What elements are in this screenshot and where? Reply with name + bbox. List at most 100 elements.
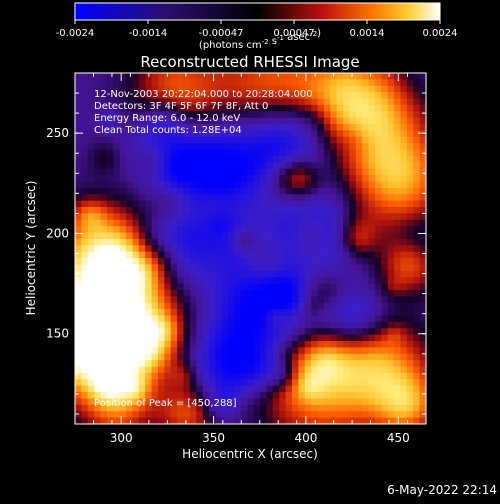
heatmap-cell bbox=[355, 417, 363, 424]
heatmap-cell bbox=[272, 73, 280, 80]
annotation-line: Detectors: 3F 4F 5F 6F 7F 8F, Att 0 bbox=[94, 101, 268, 112]
heatmap-cell bbox=[253, 238, 261, 246]
heatmap-cell bbox=[87, 398, 95, 406]
heatmap-cell bbox=[240, 98, 248, 106]
heatmap-cell bbox=[228, 404, 236, 412]
heatmap-cell bbox=[75, 385, 82, 393]
heatmap-cell bbox=[413, 238, 421, 246]
heatmap-cell bbox=[164, 226, 172, 234]
heatmap-cell bbox=[106, 309, 114, 317]
heatmap-cell bbox=[266, 245, 274, 253]
heatmap-cell bbox=[343, 155, 351, 163]
heatmap-cell bbox=[317, 226, 325, 234]
heatmap-cell bbox=[209, 366, 216, 374]
heatmap-cell bbox=[94, 309, 102, 317]
heatmap-cell bbox=[100, 353, 108, 361]
heatmap-cell bbox=[183, 219, 191, 227]
heatmap-cell bbox=[177, 328, 185, 336]
heatmap-cell bbox=[336, 309, 344, 317]
heatmap-cell bbox=[126, 117, 134, 125]
heatmap-cell bbox=[343, 353, 351, 361]
heatmap-cell bbox=[164, 130, 172, 138]
heatmap-cell bbox=[285, 315, 293, 323]
heatmap-cell bbox=[113, 404, 121, 412]
heatmap-cell bbox=[177, 98, 185, 106]
heatmap-cell bbox=[260, 404, 268, 412]
heatmap-cell bbox=[164, 207, 172, 214]
heatmap-cell bbox=[343, 117, 351, 125]
heatmap-cell bbox=[145, 136, 153, 144]
heatmap-cell bbox=[394, 194, 402, 202]
heatmap-cell bbox=[336, 187, 344, 195]
heatmap-cell bbox=[394, 277, 402, 285]
heatmap-cell bbox=[260, 124, 268, 132]
heatmap-cell bbox=[336, 181, 344, 189]
heatmap-cell bbox=[170, 264, 178, 272]
heatmap-cell bbox=[164, 149, 172, 157]
heatmap-cell bbox=[413, 92, 421, 100]
heatmap-cell bbox=[349, 296, 357, 304]
heatmap-cell bbox=[387, 347, 395, 355]
heatmap-cell bbox=[170, 392, 178, 400]
heatmap-cell bbox=[177, 283, 185, 291]
heatmap-cell bbox=[151, 258, 159, 266]
heatmap-cell bbox=[100, 226, 108, 234]
heatmap-cell bbox=[381, 334, 389, 342]
heatmap-cell bbox=[113, 232, 121, 240]
heatmap-cell bbox=[349, 398, 357, 406]
heatmap-cell bbox=[260, 181, 268, 189]
heatmap-cell bbox=[234, 283, 242, 291]
heatmap-cell bbox=[215, 111, 223, 119]
heatmap-cell bbox=[81, 302, 89, 310]
heatmap-cell bbox=[368, 341, 376, 349]
heatmap-cell bbox=[387, 289, 395, 297]
heatmap-cell bbox=[94, 245, 102, 253]
heatmap-cell bbox=[196, 302, 204, 310]
heatmap-cell bbox=[215, 175, 223, 183]
heatmap-cell bbox=[145, 277, 153, 285]
heatmap-cell bbox=[349, 124, 357, 132]
heatmap-cell bbox=[400, 200, 408, 208]
heatmap-cell bbox=[336, 258, 344, 266]
heatmap-cell bbox=[330, 238, 338, 246]
heatmap-cell bbox=[253, 385, 261, 393]
heatmap-cell bbox=[113, 398, 121, 406]
heatmap-cell bbox=[349, 85, 357, 93]
heatmap-cell bbox=[394, 226, 402, 234]
heatmap-cell bbox=[215, 264, 223, 272]
heatmap-cell bbox=[291, 417, 299, 424]
heatmap-cell bbox=[119, 283, 127, 291]
heatmap-cell bbox=[368, 398, 376, 406]
heatmap-cell bbox=[381, 207, 389, 214]
heatmap-cell bbox=[260, 385, 268, 393]
heatmap-cell bbox=[304, 251, 312, 259]
heatmap-cell bbox=[202, 264, 210, 272]
heatmap-cell bbox=[362, 302, 370, 310]
heatmap-cell bbox=[336, 73, 344, 80]
heatmap-cell bbox=[126, 398, 134, 406]
heatmap-cell bbox=[87, 136, 95, 144]
heatmap-cell bbox=[81, 264, 89, 272]
heatmap-cell bbox=[362, 143, 370, 151]
heatmap-cell bbox=[215, 143, 223, 151]
heatmap-cell bbox=[138, 270, 146, 278]
heatmap-cell bbox=[311, 238, 319, 246]
heatmap-cell bbox=[221, 417, 229, 424]
heatmap-cell bbox=[419, 162, 426, 170]
heatmap-cell bbox=[253, 328, 261, 336]
heatmap-cell bbox=[381, 366, 389, 374]
heatmap-cell bbox=[413, 136, 421, 144]
heatmap-cell bbox=[189, 245, 197, 253]
heatmap-cell bbox=[138, 321, 146, 329]
heatmap-cell bbox=[374, 155, 382, 163]
heatmap-cell bbox=[266, 251, 274, 259]
heatmap-cell bbox=[170, 411, 178, 419]
heatmap-cell bbox=[336, 379, 344, 387]
heatmap-cell bbox=[87, 79, 95, 87]
heatmap-cell bbox=[234, 321, 242, 329]
heatmap-cell bbox=[400, 334, 408, 342]
heatmap-cell bbox=[138, 92, 146, 100]
heatmap-cell bbox=[189, 79, 197, 87]
heatmap-cell bbox=[202, 136, 210, 144]
heatmap-cell bbox=[75, 187, 82, 195]
